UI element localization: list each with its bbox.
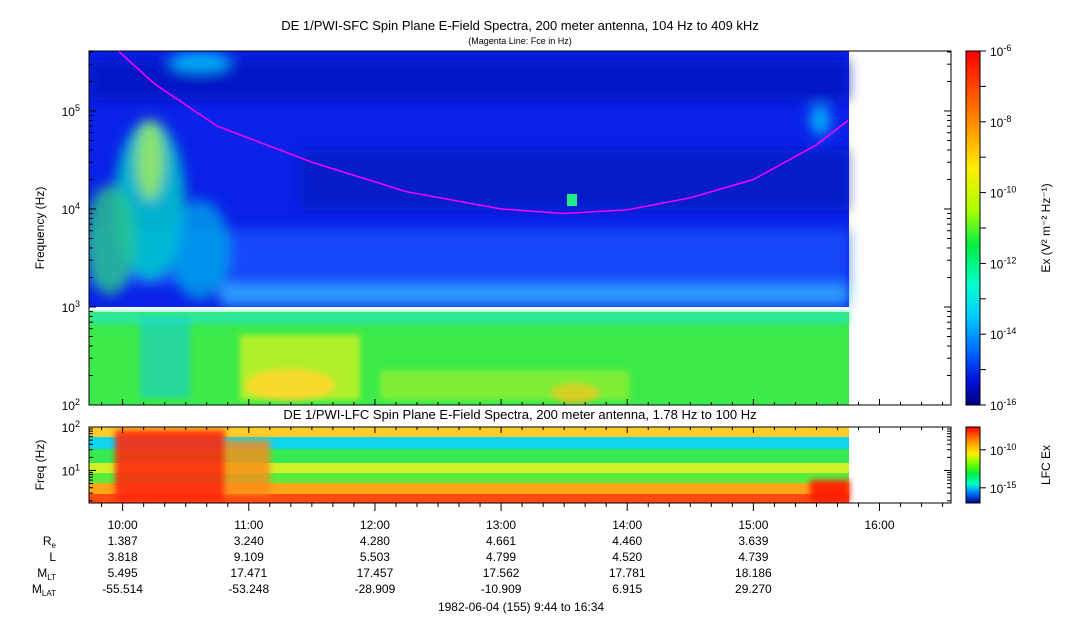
- time-tick-label: 11:00: [234, 518, 263, 532]
- ephemeris-value: 4.661: [486, 534, 516, 548]
- time-axis: 10:00 11:00 12:00 13:00 14:00 15:00 16:00: [101, 399, 944, 532]
- lfc-red-band: [89, 494, 849, 503]
- sfc-low-yellow: [245, 369, 335, 401]
- time-tick-label: 15:00: [738, 518, 768, 532]
- ephemeris-value: 4.460: [612, 534, 642, 548]
- ephemeris-row-label: MLAT: [32, 582, 56, 598]
- ephemeris-value: 1.387: [108, 534, 138, 548]
- ephemeris-value: 4.280: [360, 534, 390, 548]
- ephemeris-value: 9.109: [234, 550, 264, 564]
- sfc-colorbar-label: Ex (V² m⁻² Hz⁻¹): [1039, 183, 1053, 272]
- sfc-title: DE 1/PWI-SFC Spin Plane E-Field Spectra,…: [281, 18, 759, 33]
- sfc-emission-patch: [89, 185, 135, 295]
- lfc-hot-region: [810, 480, 850, 502]
- sfc-emission-patch: [170, 52, 230, 72]
- time-tick-label: 10:00: [108, 518, 138, 532]
- ephemeris-value: 5.503: [360, 550, 390, 564]
- lfc-hot-region: [115, 430, 225, 502]
- ephemeris-value: 18.186: [735, 566, 772, 580]
- sfc-y-label: Frequency (Hz): [33, 187, 47, 270]
- lfc-cyan-band: [89, 437, 849, 449]
- sfc-emission-patch: [136, 120, 164, 200]
- lfc-hot-region: [225, 440, 270, 495]
- lfc-top-band: [89, 427, 849, 437]
- sfc-cyan-band: [220, 282, 849, 306]
- sfc-y-tick-label: 103: [62, 299, 80, 315]
- ephemeris-value: 5.495: [108, 566, 138, 580]
- sfc-data-gap: [89, 307, 849, 312]
- sfc-y-tick-label: 102: [62, 397, 80, 413]
- lfc-colorbar-label: LFC Ex: [1039, 445, 1053, 485]
- lfc-title: DE 1/PWI-LFC Spin Plane E-Field Spectra,…: [283, 407, 756, 422]
- lfc-colorbar-ticks: 10-10 10-15: [980, 442, 1016, 496]
- lfc-colorbar-tick-label: 10-15: [990, 480, 1016, 496]
- lfc-y-label: Freq (Hz): [33, 440, 47, 491]
- time-tick-label: 16:00: [865, 518, 895, 532]
- ephemeris-value: 4.799: [486, 550, 516, 564]
- ephemeris-value: 3.240: [234, 534, 264, 548]
- ephemeris-row-label: Re: [43, 534, 57, 550]
- ephemeris-row-label: L: [49, 550, 56, 564]
- lfc-spectrogram: [89, 427, 850, 503]
- sfc-spectrogram: [89, 51, 849, 405]
- lfc-y-tick-label: 101: [62, 462, 80, 478]
- ephemeris-table: Re 1.387 3.240 4.280 4.661 4.460 3.639 L 3.818 9.…: [32, 534, 772, 598]
- lfc-colorbar: [965, 426, 981, 504]
- sfc-colorbar: [965, 50, 981, 406]
- sfc-low-cyan: [89, 312, 849, 324]
- sfc-colorbar-tick-label: 10-14: [990, 326, 1016, 342]
- lfc-orange-band: [89, 483, 849, 494]
- ephemeris-value: 6.915: [612, 582, 642, 596]
- ephemeris-value: -10.909: [481, 582, 522, 596]
- ephemeris-value: 4.520: [612, 550, 642, 564]
- lfc-y-axis: 101 102: [62, 419, 951, 502]
- ephemeris-value: -55.514: [102, 582, 143, 596]
- sfc-colorbar-ticks: 10-6 10-8 10-10 10-12 10-14 10-16: [980, 43, 1016, 413]
- ephemeris-value: 3.639: [738, 534, 768, 548]
- sfc-subtitle: (Magenta Line: Fce in Hz): [468, 36, 572, 46]
- ephemeris-value: -53.248: [228, 582, 269, 596]
- sfc-y-tick-label: 105: [62, 103, 80, 119]
- sfc-spot: [567, 194, 577, 206]
- lfc-yellow-band: [89, 463, 849, 473]
- lfc-colorbar-tick-label: 10-10: [990, 442, 1016, 458]
- sfc-colorbar-tick-label: 10-6: [990, 43, 1011, 59]
- footer-date-range: 1982-06-04 (155) 9:44 to 16:34: [438, 600, 604, 614]
- sfc-colorbar-tick-label: 10-10: [990, 185, 1016, 201]
- ephemeris-row-label: MLT: [37, 566, 56, 582]
- sfc-emission-patch: [810, 105, 830, 135]
- ephemeris-value: 3.818: [108, 550, 138, 564]
- lfc-frame: [88, 426, 952, 504]
- lfc-y-tick-label: 102: [62, 419, 80, 435]
- ephemeris-value: 17.457: [357, 566, 394, 580]
- sfc-low-streak: [140, 318, 190, 398]
- time-tick-label: 14:00: [612, 518, 642, 532]
- ephemeris-value: 4.739: [738, 550, 768, 564]
- sfc-low-yellow: [380, 370, 630, 400]
- ephemeris-value: 17.471: [230, 566, 267, 580]
- fce-line: [117, 51, 849, 215]
- sfc-colorbar-tick-label: 10-16: [990, 397, 1016, 413]
- sfc-emission-patch: [170, 200, 230, 300]
- sfc-y-tick-label: 104: [62, 201, 80, 217]
- lfc-green-band: [89, 449, 849, 463]
- ephemeris-value: 17.781: [609, 566, 646, 580]
- sfc-frame: [88, 50, 952, 406]
- lfc-green-band: [89, 473, 849, 483]
- ephemeris-value: 29.270: [735, 582, 772, 596]
- sfc-colorbar-tick-label: 10-8: [990, 114, 1011, 130]
- time-tick-label: 12:00: [360, 518, 390, 532]
- sfc-y-axis: 102 103 104 105: [62, 51, 951, 413]
- ephemeris-value: 17.562: [483, 566, 520, 580]
- time-tick-label: 13:00: [486, 518, 516, 532]
- sfc-colorbar-tick-label: 10-12: [990, 255, 1016, 271]
- ephemeris-value: -28.909: [355, 582, 396, 596]
